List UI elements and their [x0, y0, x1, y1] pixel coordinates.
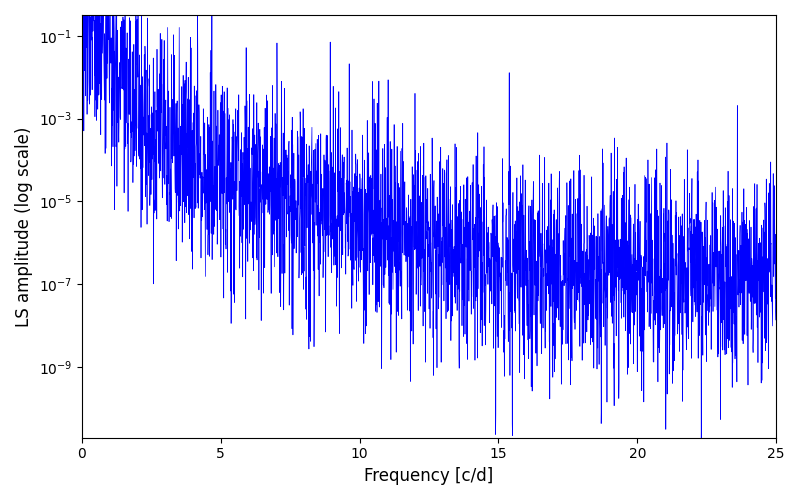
- Y-axis label: LS amplitude (log scale): LS amplitude (log scale): [15, 126, 33, 326]
- X-axis label: Frequency [c/d]: Frequency [c/d]: [364, 467, 494, 485]
